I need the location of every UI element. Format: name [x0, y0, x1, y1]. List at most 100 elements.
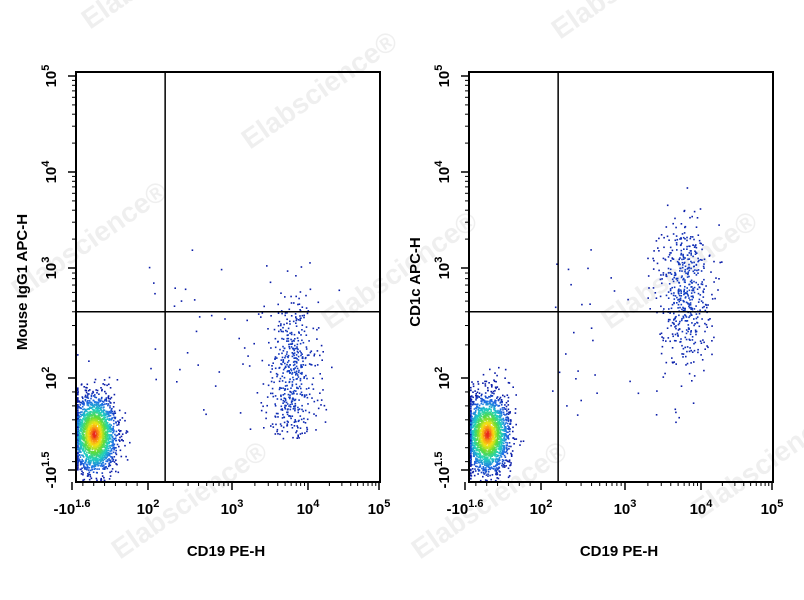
- scatter-point: [93, 425, 96, 427]
- scatter-point: [80, 451, 82, 453]
- scatter-point: [470, 436, 472, 439]
- scatter-point: [110, 440, 112, 443]
- scatter-point: [286, 403, 289, 405]
- scatter-point: [498, 427, 501, 429]
- y-tick-exponent: 3: [40, 257, 52, 263]
- scatter-point: [483, 473, 485, 475]
- scatter-point: [471, 415, 473, 418]
- scatter-point: [486, 479, 488, 482]
- scatter-point: [302, 410, 304, 413]
- scatter-point: [87, 417, 89, 420]
- scatter-point: [93, 421, 95, 423]
- scatter-point: [477, 429, 479, 432]
- scatter-point: [475, 457, 477, 459]
- scatter-point: [87, 429, 89, 432]
- scatter-point: [96, 443, 99, 446]
- scatter-point: [472, 385, 475, 388]
- scatter-point: [77, 422, 79, 424]
- scatter-point: [84, 462, 86, 464]
- scatter-point: [481, 409, 484, 412]
- scatter-point: [85, 441, 88, 444]
- scatter-point: [271, 392, 274, 395]
- scatter-point: [238, 337, 240, 340]
- scatter-point: [102, 459, 104, 461]
- scatter-point: [494, 435, 497, 438]
- scatter-point: [503, 435, 506, 437]
- scatter-point: [476, 397, 479, 399]
- scatter-point: [256, 392, 259, 394]
- scatter-point: [77, 448, 79, 451]
- scatter-point: [79, 433, 82, 435]
- scatter-point: [299, 350, 301, 352]
- scatter-point: [290, 295, 292, 298]
- scatter-point: [475, 454, 478, 457]
- scatter-point: [494, 436, 497, 439]
- scatter-point: [108, 478, 111, 480]
- scatter-point: [470, 404, 472, 406]
- scatter-point: [298, 331, 300, 333]
- scatter-point: [482, 413, 484, 415]
- y-tick-label: 103: [40, 257, 60, 280]
- scatter-point: [113, 438, 116, 441]
- scatter-point: [490, 400, 493, 402]
- scatter-point: [297, 339, 300, 342]
- scatter-point: [100, 423, 103, 426]
- scatter-point: [295, 370, 298, 373]
- scatter-point: [496, 437, 499, 439]
- scatter-point: [112, 437, 114, 440]
- scatter-point: [501, 449, 504, 451]
- scatter-point: [490, 410, 492, 413]
- scatter-point: [313, 413, 315, 415]
- scatter-point: [493, 407, 495, 409]
- scatter-point: [301, 306, 304, 308]
- scatter-point: [470, 409, 472, 412]
- scatter-point: [508, 427, 510, 429]
- scatter-point: [483, 409, 486, 411]
- scatter-point: [281, 337, 283, 340]
- scatter-point: [503, 428, 506, 430]
- scatter-point: [284, 406, 286, 409]
- scatter-point: [295, 357, 297, 359]
- scatter-point: [491, 453, 493, 455]
- x-tick-exponent: 5: [384, 498, 390, 510]
- scatter-point: [85, 448, 88, 451]
- scatter-point: [92, 420, 94, 423]
- scatter-point: [481, 450, 483, 453]
- scatter-point: [295, 316, 297, 319]
- scatter-point: [77, 460, 79, 462]
- x-tick-base: 10: [137, 501, 154, 518]
- scatter-point: [470, 398, 472, 401]
- scatter-point: [94, 462, 97, 464]
- scatter-point: [104, 431, 107, 433]
- scatter-point: [481, 407, 483, 410]
- scatter-point: [306, 377, 308, 380]
- scatter-point: [98, 424, 101, 427]
- scatter-point: [82, 450, 84, 452]
- scatter-point: [282, 359, 285, 361]
- scatter-point: [88, 415, 90, 417]
- scatter-point: [297, 303, 299, 306]
- scatter-point: [89, 436, 91, 439]
- scatter-point: [493, 424, 496, 427]
- scatter-point: [289, 396, 291, 398]
- scatter-point: [296, 430, 298, 432]
- scatter-point: [501, 452, 503, 454]
- scatter-point: [87, 434, 89, 437]
- scatter-point: [86, 435, 88, 437]
- scatter-point: [91, 411, 93, 413]
- scatter-point: [301, 373, 303, 375]
- scatter-point: [495, 453, 498, 456]
- scatter-point: [95, 426, 97, 428]
- scatter-point: [281, 408, 283, 410]
- scatter-point: [477, 468, 479, 471]
- scatter-point: [509, 428, 511, 430]
- scatter-point: [82, 472, 84, 474]
- scatter-point: [484, 429, 486, 432]
- scatter-point: [106, 411, 109, 413]
- scatter-point: [495, 442, 498, 444]
- scatter-point: [85, 396, 88, 398]
- y-tick-base: 10: [43, 373, 60, 390]
- scatter-point: [319, 373, 321, 375]
- scatter-point: [282, 399, 285, 402]
